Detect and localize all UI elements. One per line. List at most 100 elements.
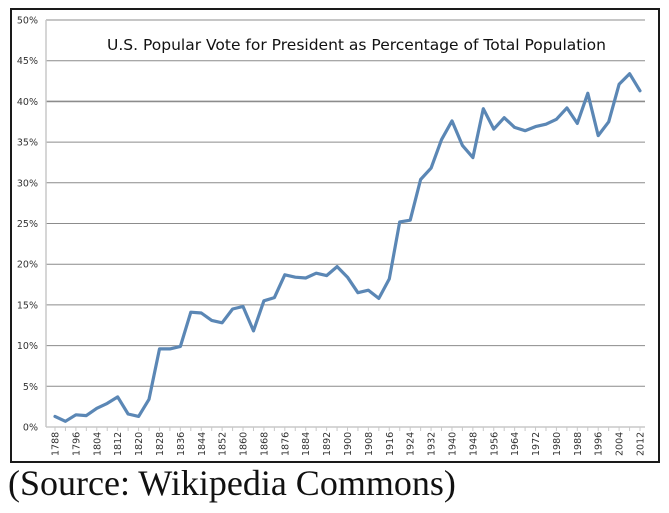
y-tick-label: 0% [23,423,38,434]
data-point [325,274,328,277]
source-caption: (Source: Wikipedia Commons) [8,463,456,503]
data-point [126,412,130,416]
data-point [64,420,67,423]
x-tick-label: 1956 [489,432,500,456]
data-point [116,395,119,399]
data-point [555,118,558,121]
x-tick-label: 1836 [176,432,187,456]
data-point [576,122,579,125]
data-point [189,311,193,314]
x-tick-label: 2012 [636,432,647,456]
x-tick-label: 1804 [92,432,103,456]
x-tick-label: 1972 [531,432,542,456]
data-point [252,329,255,333]
data-point [388,277,391,281]
x-tick-label: 2004 [615,432,626,456]
y-tick-label: 50% [17,16,38,27]
data-point [377,297,381,300]
data-point [450,119,454,123]
data-point [304,276,307,280]
y-tick-label: 15% [17,300,38,311]
y-tick-label: 20% [17,260,38,271]
data-point [492,127,495,131]
data-point [168,347,172,351]
chart-frame [10,8,660,463]
x-tick-label: 1796 [71,432,82,456]
data-point [314,271,318,275]
chart-title: U.S. Popular Vote for President as Perce… [107,36,606,54]
y-tick-label: 10% [17,341,38,352]
x-tick-label: 1996 [594,432,605,456]
data-point [638,89,642,93]
data-point [220,321,224,325]
x-tick-label: 1844 [197,432,208,456]
data-point [294,276,297,279]
y-tick-label: 30% [17,178,38,189]
y-tick-label: 45% [17,56,38,67]
x-tick-label: 1868 [259,432,270,456]
data-point [200,311,203,315]
x-tick-label: 1812 [113,432,124,456]
data-point [179,345,182,348]
data-point [262,299,266,303]
data-point [346,276,349,279]
data-point [231,307,234,311]
data-point [210,319,213,322]
series-layer [53,72,642,423]
data-point [419,178,422,181]
data-point [502,116,506,119]
data-point [74,413,78,416]
data-point [398,220,401,224]
data-point [356,291,360,294]
gridlines [46,19,645,387]
x-tick-label: 1884 [301,432,312,456]
x-tick-label: 1924 [406,432,417,456]
y-axis-tick-labels: 0% 5% 10% 15% 20% 25% 30% 35% 40% 45% 50% [17,16,38,434]
x-tick-label: 1788 [51,432,62,456]
x-tick-label: 1876 [280,432,291,456]
y-tick-label: 5% [23,382,38,393]
x-tick-label: 1964 [510,432,521,456]
data-point [85,414,88,417]
data-point [534,125,537,128]
data-point [53,415,57,418]
series-line [53,72,642,423]
x-tick-label: 1852 [218,432,229,456]
x-tick-label: 1828 [155,432,166,456]
data-point [241,305,245,308]
data-point [283,273,287,276]
x-tick-label: 1980 [552,432,563,456]
x-tick-label: 1860 [239,432,250,456]
data-point [586,92,589,95]
data-point [367,289,370,292]
x-tick-label: 1900 [343,432,354,456]
data-point [106,402,109,405]
data-point [440,138,443,141]
x-tick-label: 1820 [134,432,145,456]
x-tick-label: 1908 [364,432,375,456]
data-point [597,134,600,137]
x-tick-label: 1916 [385,432,396,456]
data-point [335,265,339,268]
x-tick-label: 1892 [322,432,333,456]
data-point [513,126,516,129]
data-point [147,398,151,401]
x-tick-label: 1940 [447,432,458,456]
x-tick-label: 1988 [573,432,584,456]
data-point [544,122,548,126]
x-tick-label: 1948 [468,432,479,456]
data-point [137,415,140,418]
y-tick-label: 35% [17,138,38,149]
data-point [482,107,485,110]
data-point [607,120,610,123]
axes [45,20,645,431]
x-tick-label: 1932 [427,432,438,456]
data-point [158,347,161,351]
x-axis-tick-labels: 1788 1796 1804 1812 1820 1828 1836 1844 1852 1860… [51,432,647,456]
data-point [95,407,98,410]
data-point [617,83,621,86]
data-point [408,219,412,222]
y-tick-label: 40% [17,97,38,108]
data-point [523,129,527,132]
